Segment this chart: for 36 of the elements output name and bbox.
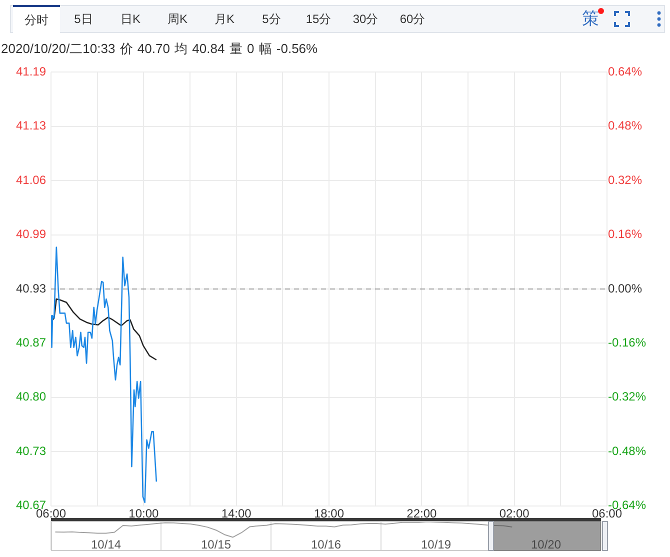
chart-title: 2020/10/20/二10:33 价 40.70 均 40.84 量 0 幅 -0.56%	[1, 40, 318, 58]
x-tick-label: 10/15	[200, 538, 232, 552]
text: 5日	[73, 11, 94, 28]
text: 周K	[166, 11, 188, 28]
text: 月K	[213, 11, 236, 28]
y-tick-label: 40.87	[16, 336, 46, 350]
text: 60分	[398, 11, 426, 28]
x-tick-label: 22:00	[406, 506, 438, 520]
x-tick-label: 10/19	[420, 538, 452, 552]
y2-tick-label: 0.00%	[608, 281, 642, 296]
y2-tick-label: 0.48%	[608, 118, 642, 133]
x-tick-label: 10/16	[310, 538, 342, 552]
y-tick-label: 40.73	[16, 444, 46, 458]
y-tick-label: 40.93	[16, 281, 46, 296]
x-tick-label: 18:00	[314, 506, 344, 520]
x-tick-label: 02:00	[499, 506, 530, 520]
x-tick-label: 10/14	[90, 538, 122, 552]
y-tick-label: 41.19	[16, 64, 46, 79]
y2-tick-label: 0.16%	[608, 227, 642, 242]
y-tick-label: 41.06	[16, 172, 46, 187]
y2-tick-label: -0.32%	[608, 390, 646, 404]
y-tick-label: 40.80	[16, 390, 46, 404]
text: 30分	[352, 11, 380, 28]
x-tick-label: 10:00	[128, 506, 160, 520]
y2-tick-label: 0.32%	[608, 172, 642, 187]
y-tick-label: 40.99	[16, 227, 46, 242]
y2-tick-label: -0.16%	[608, 336, 646, 350]
text: 策	[582, 8, 599, 30]
text: 15分	[304, 11, 332, 28]
text: 5分	[261, 11, 282, 28]
y2-tick-label: -0.48%	[608, 444, 646, 458]
text: 日K	[119, 11, 142, 28]
y-tick-label: 41.13	[16, 118, 46, 133]
y2-tick-label: 0.64%	[608, 64, 642, 79]
x-tick-label: 10/20	[530, 538, 562, 552]
x-tick-label: 14:00	[221, 506, 252, 520]
